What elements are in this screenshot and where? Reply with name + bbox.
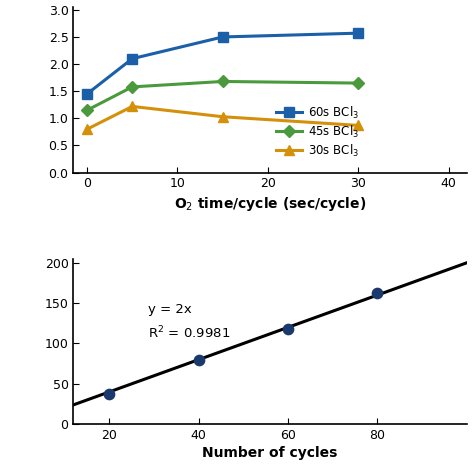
45s BCl$_3$ [84, 108, 90, 113]
Text: y = 2x: y = 2x [148, 303, 192, 317]
60s BCl$_3$ [84, 91, 90, 97]
60s BCl$_3$ [220, 34, 226, 40]
Point [284, 325, 292, 333]
45s BCl$_3$ [129, 84, 135, 90]
60s BCl$_3$ [129, 56, 135, 62]
Line: 45s BCl$_3$: 45s BCl$_3$ [82, 77, 363, 115]
30s BCl$_3$ [129, 104, 135, 109]
Point [105, 390, 113, 397]
45s BCl$_3$ [356, 80, 361, 86]
30s BCl$_3$ [356, 123, 361, 128]
X-axis label: O$_2$ time/cycle (sec/cycle): O$_2$ time/cycle (sec/cycle) [174, 195, 366, 213]
Line: 30s BCl$_3$: 30s BCl$_3$ [82, 101, 363, 134]
45s BCl$_3$ [220, 79, 226, 84]
30s BCl$_3$ [84, 127, 90, 132]
30s BCl$_3$ [220, 114, 226, 119]
60s BCl$_3$ [356, 30, 361, 36]
X-axis label: Number of cycles: Number of cycles [202, 446, 338, 460]
Line: 60s BCl$_3$: 60s BCl$_3$ [82, 28, 363, 99]
Point [374, 289, 381, 296]
Text: R$^2$ = 0.9981: R$^2$ = 0.9981 [148, 325, 230, 341]
Point [195, 356, 202, 364]
Legend: 60s BCl$_3$, 45s BCl$_3$, 30s BCl$_3$: 60s BCl$_3$, 45s BCl$_3$, 30s BCl$_3$ [271, 100, 364, 164]
